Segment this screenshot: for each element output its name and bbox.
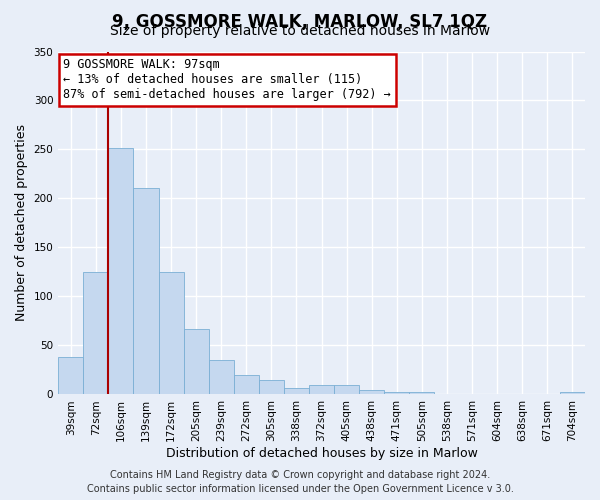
X-axis label: Distribution of detached houses by size in Marlow: Distribution of detached houses by size … [166, 447, 478, 460]
Bar [58, 357, 83, 395]
Bar [83, 272, 109, 394]
Bar [259, 380, 284, 394]
Text: 9 GOSSMORE WALK: 97sqm
← 13% of detached houses are smaller (115)
87% of semi-de: 9 GOSSMORE WALK: 97sqm ← 13% of detached… [64, 58, 391, 102]
Bar [309, 384, 334, 394]
Bar [209, 360, 234, 394]
Bar [158, 272, 184, 394]
Bar [334, 384, 359, 394]
Bar [560, 392, 585, 394]
Text: Size of property relative to detached houses in Marlow: Size of property relative to detached ho… [110, 24, 490, 38]
Bar [109, 148, 133, 394]
Bar [359, 390, 385, 394]
Bar [409, 392, 434, 394]
Bar [234, 375, 259, 394]
Y-axis label: Number of detached properties: Number of detached properties [15, 124, 28, 322]
Bar [133, 188, 158, 394]
Text: 9, GOSSMORE WALK, MARLOW, SL7 1QZ: 9, GOSSMORE WALK, MARLOW, SL7 1QZ [112, 12, 488, 30]
Text: Contains HM Land Registry data © Crown copyright and database right 2024.
Contai: Contains HM Land Registry data © Crown c… [86, 470, 514, 494]
Bar [385, 392, 409, 394]
Bar [284, 388, 309, 394]
Bar [184, 329, 209, 394]
